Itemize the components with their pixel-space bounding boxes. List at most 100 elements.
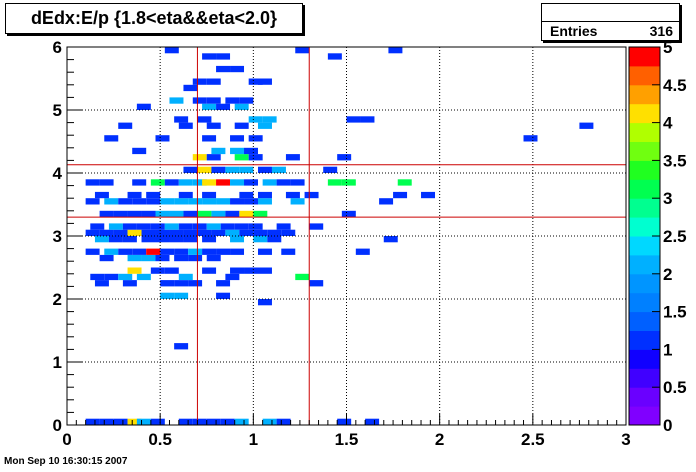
- heatmap-bin: [178, 273, 193, 281]
- heatmap-bin: [230, 179, 245, 186]
- heatmap-bin: [85, 179, 100, 186]
- colorbar-segment: [629, 65, 660, 86]
- heatmap-bin: [150, 223, 165, 230]
- heatmap-bin: [202, 103, 217, 110]
- colorbar-tick-label: 2: [663, 265, 672, 284]
- colorbar-tick-label: 4.5: [663, 76, 687, 95]
- heatmap-bin: [276, 418, 291, 425]
- heatmap-bin: [230, 267, 245, 274]
- heatmap-bin: [379, 198, 394, 205]
- heatmap-bin: [230, 248, 245, 255]
- heatmap-bin: [169, 97, 184, 104]
- heatmap-bin: [248, 154, 263, 161]
- heatmap-bin: [271, 166, 286, 173]
- heatmap-bin: [202, 198, 217, 205]
- heatmap-bin: [160, 280, 175, 287]
- heatmap-bin: [262, 179, 277, 186]
- heatmap-bin: [248, 78, 263, 85]
- colorbar-tick-label: 2.5: [663, 227, 687, 246]
- colorbar-segment: [629, 84, 660, 105]
- heatmap-bin: [174, 292, 189, 299]
- heatmap-bin: [174, 343, 189, 350]
- heatmap-bin: [202, 248, 217, 255]
- heatmap-bin: [285, 154, 300, 161]
- heatmap-bin: [169, 210, 184, 218]
- heatmap-bin: [118, 198, 133, 205]
- heatmap-bin: [99, 254, 114, 262]
- heatmap-bin: [136, 273, 151, 281]
- heatmap-bin: [244, 267, 258, 274]
- heatmap-bin: [323, 166, 338, 173]
- colorbar-tick-label: 3: [663, 189, 672, 208]
- heatmap-bin: [220, 418, 235, 425]
- heatmap-bin: [202, 267, 217, 274]
- heatmap-bin: [337, 418, 352, 425]
- x-tick-label: 0: [62, 430, 71, 449]
- heatmap-bin: [579, 122, 594, 129]
- heatmap-bin: [146, 248, 161, 255]
- y-tick-label: 1: [53, 353, 62, 372]
- heatmap-bin: [360, 116, 375, 123]
- heatmap-bin: [257, 166, 272, 173]
- x-tick-label: 2.5: [521, 430, 545, 449]
- heatmap-bin: [230, 236, 245, 243]
- colorbar-segment: [629, 141, 660, 161]
- heatmap-bin: [234, 122, 249, 129]
- heatmap-bin: [136, 103, 151, 110]
- heatmap-bin: [230, 198, 245, 205]
- heatmap-bin: [239, 229, 254, 236]
- heatmap-bin: [206, 223, 221, 230]
- heatmap-bin: [234, 418, 249, 425]
- heatmap-bin: [383, 236, 398, 243]
- colorbar-tick-label: 5: [663, 38, 672, 57]
- colorbar-segment: [629, 292, 660, 313]
- colorbar-tick-label: 3.5: [663, 151, 687, 170]
- heatmap-bin: [150, 267, 165, 274]
- bins-layer: [85, 47, 594, 425]
- heatmap-bin: [164, 179, 179, 186]
- heatmap-bin: [192, 179, 207, 186]
- heatmap-bin: [174, 254, 189, 262]
- heatmap-bin: [155, 229, 170, 236]
- heatmap-bin: [393, 191, 408, 199]
- chart-title: dEdx:E/p {1.8<eta&&eta<2.0}: [30, 8, 278, 28]
- y-tick-label: 4: [53, 164, 63, 183]
- colorbar-segment: [629, 122, 660, 142]
- heatmap-bin: [523, 135, 538, 142]
- colorbar-segment: [629, 368, 660, 388]
- heatmap-bin: [216, 292, 231, 299]
- heatmap-bin: [108, 223, 123, 230]
- heatmap-bin: [276, 223, 291, 230]
- heatmap-bin: [192, 97, 207, 104]
- heatmap-bin: [248, 116, 263, 123]
- heatmap-bin: [267, 236, 282, 243]
- heatmap-bin: [178, 179, 193, 186]
- heatmap-bin: [206, 254, 221, 262]
- heatmap-bin: [211, 210, 226, 218]
- heatmap-bin: [234, 154, 249, 161]
- heatmap-bin: [216, 179, 231, 186]
- colorbar-tick-label: 0.5: [663, 378, 687, 397]
- heatmap-bin: [178, 418, 193, 425]
- stats-entries-label: Entries: [550, 23, 598, 39]
- heatmap-bin: [122, 280, 137, 287]
- heatmap-bin: [108, 236, 123, 243]
- heatmap-bin: [113, 229, 128, 236]
- heatmap-bin: [178, 122, 193, 129]
- colorbar-segment: [629, 236, 660, 256]
- timestamp-label: Mon Sep 10 16:30:15 2007: [4, 456, 128, 467]
- heatmap-bin: [155, 236, 170, 243]
- x-tick-label: 1: [249, 430, 258, 449]
- y-tick-label: 5: [53, 101, 62, 120]
- heatmap-bin: [155, 135, 170, 142]
- heatmap-bin: [127, 229, 142, 236]
- heatmap-bin: [192, 78, 207, 85]
- heatmap-bin: [127, 254, 142, 262]
- heatmap-bin: [327, 179, 342, 186]
- heatmap-bin: [127, 267, 142, 274]
- heatmap-bin: [104, 273, 119, 281]
- heatmap-bin: [239, 97, 254, 104]
- heatmap-bin: [216, 53, 231, 60]
- heatmap-bin: [234, 103, 249, 110]
